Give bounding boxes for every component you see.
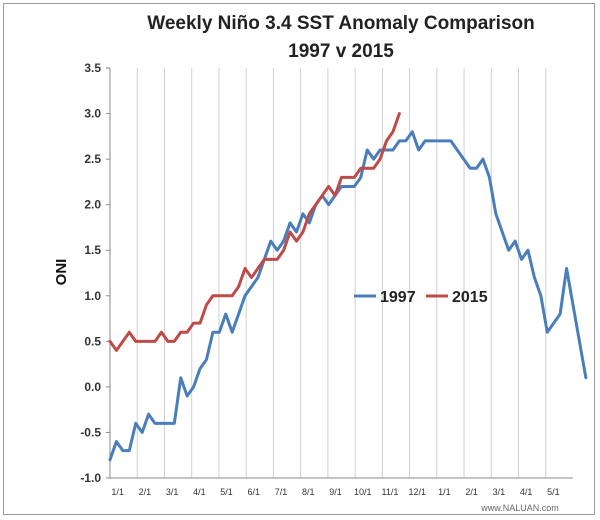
watermark: www.NALUAN.com bbox=[480, 503, 559, 513]
y-tick-label: 0.0 bbox=[84, 380, 101, 394]
x-tick-label: 1/1 bbox=[438, 487, 451, 497]
legend-label-1997: 1997 bbox=[380, 289, 416, 306]
x-ticks: 1/1 2/1 3/1 4/1 5/1 6/1 7/1 8/1 9/1 10/1 11/1 12/1 1… bbox=[111, 487, 559, 497]
x-tick-label: 2/1 bbox=[139, 487, 152, 497]
series-line-1997 bbox=[110, 132, 586, 460]
x-tick-label: 12/1 bbox=[408, 487, 426, 497]
x-tick-label: 8/1 bbox=[302, 487, 315, 497]
y-tick-label: 3.5 bbox=[84, 61, 101, 75]
legend-label-2015: 2015 bbox=[452, 289, 488, 306]
x-tick-label: 7/1 bbox=[275, 487, 288, 497]
y-tick-label: 1.0 bbox=[84, 289, 101, 303]
y-tick-label: 0.5 bbox=[84, 334, 101, 348]
x-tick-label: 11/1 bbox=[382, 487, 399, 497]
x-tick-label: 4/1 bbox=[193, 487, 206, 497]
x-tick-label: 5/1 bbox=[220, 487, 233, 497]
axes bbox=[110, 68, 573, 478]
y-ticks: -1.0 -0.5 0.0 0.5 1.0 1.5 2.0 2.5 3.0 3.5 bbox=[80, 61, 110, 485]
series-line-2015 bbox=[110, 114, 399, 351]
y-axis-label: ONI bbox=[53, 259, 70, 286]
y-tick-label: -0.5 bbox=[80, 425, 101, 439]
chart-svg: Weekly Niño 3.4 SST Anomaly Comparison 1… bbox=[0, 0, 600, 520]
x-tick-label: 3/1 bbox=[166, 487, 179, 497]
x-tick-label: 1/1 bbox=[111, 487, 124, 497]
x-tick-label: 6/1 bbox=[248, 487, 261, 497]
x-tick-label: 10/1 bbox=[354, 487, 372, 497]
y-tick-label: 1.5 bbox=[84, 243, 101, 257]
series-lines bbox=[110, 114, 586, 460]
x-tick-label: 4/1 bbox=[520, 487, 533, 497]
grid bbox=[137, 68, 546, 478]
x-tick-label: 3/1 bbox=[493, 487, 506, 497]
chart-title: Weekly Niño 3.4 SST Anomaly Comparison bbox=[147, 13, 535, 34]
y-tick-label: 2.5 bbox=[84, 152, 101, 166]
y-tick-label: 3.0 bbox=[84, 107, 101, 121]
y-tick-label: -1.0 bbox=[80, 471, 101, 485]
x-tick-label: 5/1 bbox=[547, 487, 560, 497]
x-tick-label: 2/1 bbox=[465, 487, 478, 497]
y-tick-label: 2.0 bbox=[84, 198, 101, 212]
legend: 1997 2015 bbox=[354, 289, 488, 306]
x-tick-label: 9/1 bbox=[329, 487, 342, 497]
chart-subtitle: 1997 v 2015 bbox=[288, 41, 394, 62]
